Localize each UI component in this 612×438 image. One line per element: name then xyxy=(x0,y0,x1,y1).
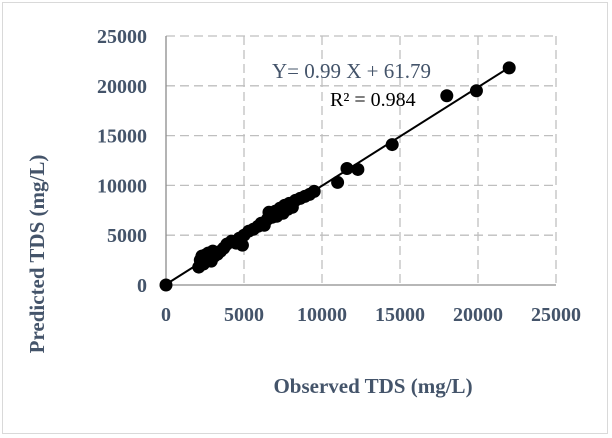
data-points xyxy=(159,61,516,292)
y-tick-label: 0 xyxy=(137,275,147,297)
trendline-equation: Y= 0.99 X + 61.79 xyxy=(272,59,431,83)
data-point xyxy=(159,278,173,292)
chart-frame xyxy=(2,2,608,434)
x-tick-label: 25000 xyxy=(531,304,581,326)
data-point xyxy=(351,162,365,176)
x-tick-label: 5000 xyxy=(224,304,264,326)
y-axis-title: Predicted TDS (mg/L) xyxy=(25,155,49,354)
data-point xyxy=(385,138,399,152)
axes xyxy=(165,36,556,286)
x-tick-label: 15000 xyxy=(375,304,425,326)
y-tick-label: 15000 xyxy=(97,126,147,148)
data-point xyxy=(340,161,354,175)
y-tick-label: 10000 xyxy=(97,175,147,197)
data-point xyxy=(440,89,454,103)
data-point xyxy=(235,238,249,252)
tick-labels: 0 5000 10000 15000 20000 25000 0 5000 10000 15000… xyxy=(97,26,581,326)
r-squared-label: R² = 0.984 xyxy=(330,89,416,111)
y-tick-label: 5000 xyxy=(107,225,147,247)
x-tick-label: 20000 xyxy=(453,304,503,326)
data-point xyxy=(307,184,321,198)
x-tick-label: 0 xyxy=(161,304,171,326)
x-tick-label: 10000 xyxy=(297,304,347,326)
x-axis-title: Observed TDS (mg/L) xyxy=(273,374,472,398)
y-tick-label: 25000 xyxy=(97,26,147,48)
data-point xyxy=(502,61,516,75)
y-tick-label: 20000 xyxy=(97,76,147,98)
data-point xyxy=(331,175,345,189)
data-point xyxy=(469,84,483,98)
